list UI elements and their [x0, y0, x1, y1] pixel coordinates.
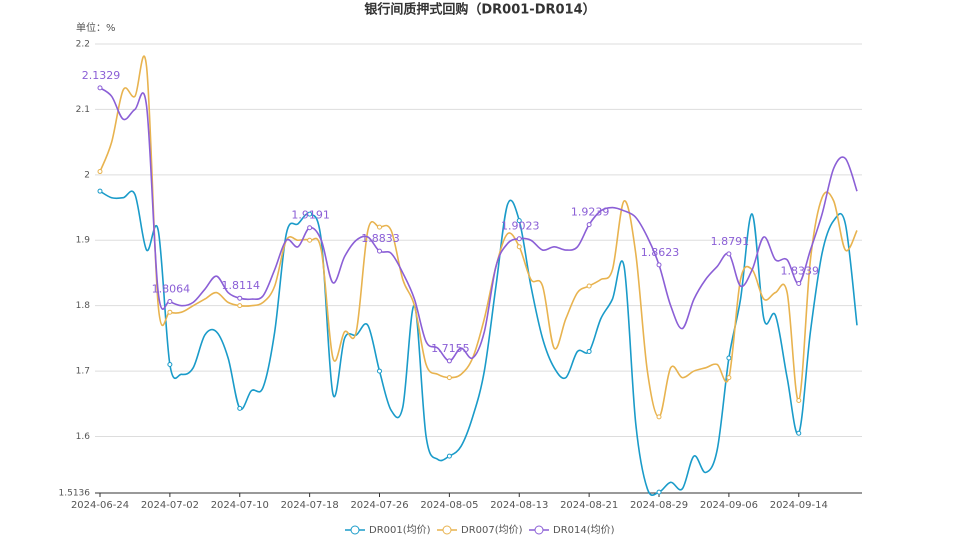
- point-marker: [377, 224, 383, 230]
- data-label: 1.8623: [641, 246, 680, 259]
- x-tick-label: 2024-07-18: [281, 500, 339, 511]
- y-tick-label: 1.6: [76, 432, 91, 442]
- point-marker: [516, 218, 522, 224]
- point-marker: [796, 398, 802, 404]
- legend-label: DR014(均价): [553, 524, 615, 536]
- point-marker: [97, 85, 103, 91]
- point-marker: [446, 358, 452, 364]
- y-tick-label: 1.8: [76, 301, 91, 311]
- point-marker: [656, 489, 662, 495]
- data-label: 1.8064: [152, 282, 191, 295]
- point-marker: [516, 244, 522, 250]
- x-tick-label: 2024-09-06: [700, 500, 758, 511]
- x-tick-label: 2024-07-10: [211, 500, 269, 511]
- data-label: 1.9023: [501, 220, 540, 233]
- point-marker: [796, 430, 802, 436]
- point-marker: [307, 237, 313, 243]
- x-tick-label: 2024-08-13: [490, 500, 548, 511]
- point-marker: [237, 405, 243, 411]
- y-tick-label: 1.7: [76, 367, 90, 377]
- point-marker: [726, 355, 732, 361]
- data-label: 1.9191: [291, 209, 330, 222]
- point-marker: [377, 248, 383, 254]
- y-tick-label: 2.2: [76, 40, 90, 50]
- point-marker: [307, 225, 313, 231]
- point-marker: [97, 169, 103, 175]
- x-tick-label: 2024-07-02: [141, 500, 199, 511]
- unit-label: 单位：%: [76, 21, 116, 34]
- legend-marker: [534, 525, 544, 535]
- series-line: [99, 87, 858, 362]
- data-label: 1.8114: [222, 279, 261, 292]
- y-tick-label: 1.5136: [59, 489, 91, 499]
- x-tick-label: 2024-07-26: [350, 500, 408, 511]
- y-tick-label: 1.9: [76, 236, 91, 246]
- data-label: 2.1329: [82, 69, 121, 82]
- data-label: 1.9239: [571, 206, 610, 219]
- legend-marker: [442, 525, 452, 535]
- point-marker: [726, 251, 732, 257]
- x-tick-label: 2024-08-21: [560, 500, 618, 511]
- point-marker: [446, 453, 452, 459]
- point-marker: [516, 236, 522, 242]
- point-marker: [656, 414, 662, 420]
- point-marker: [586, 348, 592, 354]
- y-tick-label: 2: [84, 170, 90, 180]
- data-label: 1.8833: [361, 232, 400, 245]
- point-marker: [586, 283, 592, 289]
- point-marker: [167, 298, 173, 304]
- legend-label: DR001(均价): [369, 524, 431, 536]
- legend-marker: [350, 525, 360, 535]
- point-marker: [97, 188, 103, 194]
- series-line: [99, 190, 858, 496]
- x-tick-label: 2024-06-24: [71, 500, 129, 511]
- point-marker: [446, 375, 452, 381]
- data-label: 1.8791: [711, 235, 750, 248]
- point-marker: [167, 362, 173, 368]
- point-marker: [377, 368, 383, 374]
- x-tick-label: 2024-08-29: [630, 500, 688, 511]
- point-marker: [726, 375, 732, 381]
- data-label: 1.7155: [431, 342, 470, 355]
- y-tick-label: 2.1: [76, 105, 90, 115]
- point-marker: [237, 295, 243, 301]
- data-label: 1.8339: [781, 264, 820, 277]
- point-marker: [796, 280, 802, 286]
- series-line: [99, 55, 858, 418]
- x-tick-label: 2024-09-14: [770, 500, 828, 511]
- point-marker: [237, 303, 243, 309]
- legend-label: DR007(均价): [461, 524, 523, 536]
- point-marker: [167, 309, 173, 315]
- chart-title: 银行间质押式回购（DR001-DR014）: [364, 2, 595, 18]
- point-marker: [656, 262, 662, 268]
- x-tick-label: 2024-08-05: [420, 500, 478, 511]
- point-marker: [307, 211, 313, 217]
- point-marker: [586, 222, 592, 228]
